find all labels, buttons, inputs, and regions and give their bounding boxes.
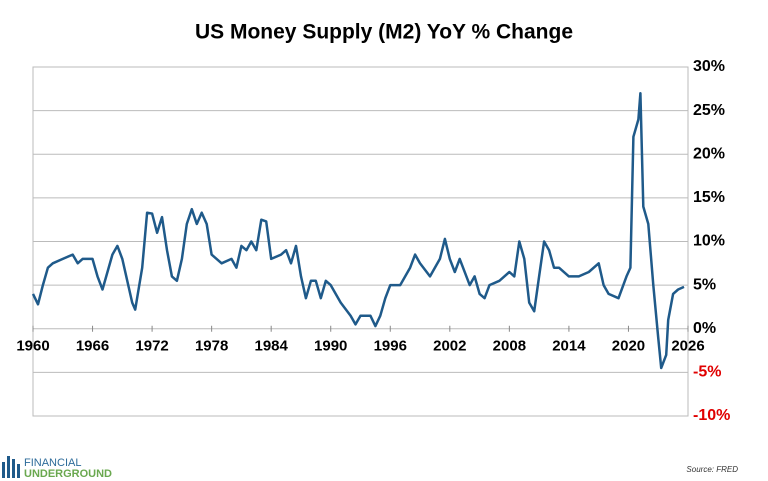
logo-bar — [12, 459, 15, 478]
logo-text: UNDERGROUND — [24, 468, 112, 480]
x-tick-label: 1978 — [195, 338, 228, 355]
chart-title: US Money Supply (M2) YoY % Change — [195, 21, 573, 44]
x-tick-label: 1960 — [16, 338, 49, 355]
logo-text: FINANCIAL — [24, 457, 81, 469]
logo-bar — [2, 462, 5, 478]
logo: FINANCIAL UNDERGROUND — [2, 456, 112, 480]
x-tick-label: 2008 — [493, 338, 526, 355]
x-tick-label: 2026 — [671, 338, 704, 355]
x-tick-label: 1972 — [135, 338, 168, 355]
x-tick-label: 1984 — [254, 338, 288, 355]
x-tick-label: 1966 — [76, 338, 109, 355]
data-line — [31, 91, 685, 370]
x-tick-label: 2014 — [552, 338, 586, 355]
x-tick-label: 2020 — [612, 338, 645, 355]
y-tick-label: -10% — [693, 407, 730, 424]
source: Source: FRED — [686, 465, 738, 474]
y-tick-label: 20% — [693, 145, 725, 162]
y-tick-label: 5% — [693, 276, 716, 293]
x-tick-label: 1990 — [314, 338, 347, 355]
y-tick-label: 10% — [693, 233, 725, 250]
y-tick-label: -5% — [693, 364, 721, 381]
logo-bar — [7, 456, 10, 478]
y-tick-label: 25% — [693, 102, 725, 119]
y-tick-label: 15% — [693, 189, 725, 206]
y-tick-label: 0% — [693, 320, 716, 337]
x-tick-label: 1996 — [374, 338, 407, 355]
y-tick-label: 30% — [693, 58, 725, 75]
logo-bar — [17, 464, 20, 478]
x-tick-label: 2002 — [433, 338, 466, 355]
